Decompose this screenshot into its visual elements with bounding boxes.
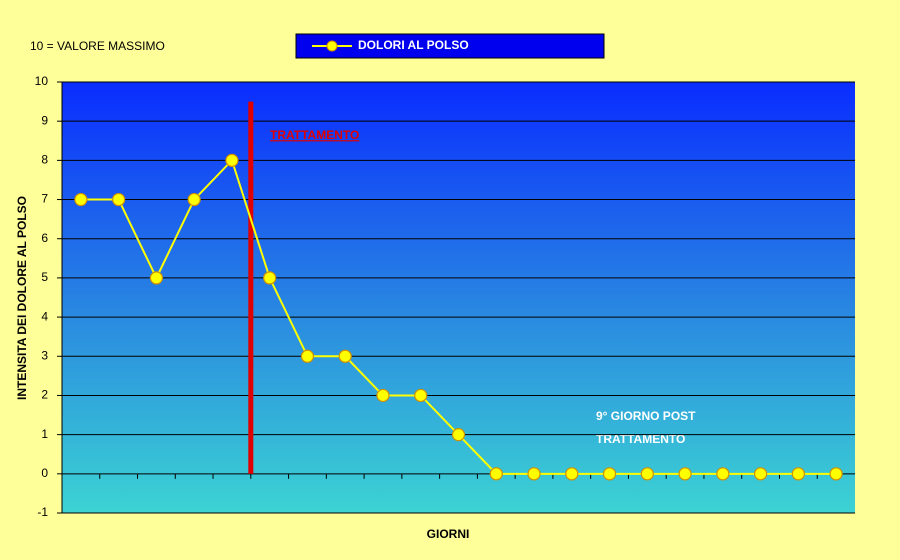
y-tick-label: 10 xyxy=(35,74,49,88)
point xyxy=(829,467,843,481)
point xyxy=(149,271,164,285)
post-note: 9° GIORNO POST xyxy=(596,409,696,423)
point xyxy=(565,467,579,481)
legend-label: DOLORI AL POLSO xyxy=(358,38,469,52)
point xyxy=(678,467,692,481)
point xyxy=(414,388,428,403)
point xyxy=(489,467,503,481)
y-tick-label: 7 xyxy=(41,192,48,206)
point xyxy=(225,153,239,167)
y-tick-label: 2 xyxy=(41,388,48,402)
point xyxy=(527,467,541,481)
y-tick-label: 5 xyxy=(41,270,48,284)
point xyxy=(338,349,352,363)
treatment-label: TRATTAMENTO xyxy=(270,128,359,142)
y-tick-label: 6 xyxy=(41,231,48,245)
point xyxy=(791,467,805,481)
y-tick-label: 8 xyxy=(41,153,48,167)
legend-marker xyxy=(326,40,338,52)
point xyxy=(112,192,126,207)
y-tick-label: -1 xyxy=(37,505,48,519)
y-tick-label: 4 xyxy=(41,309,48,323)
x-axis-label: GIORNI xyxy=(427,527,470,541)
y-tick-label: 3 xyxy=(41,348,48,362)
y-tick-label: 0 xyxy=(41,466,48,480)
point xyxy=(263,271,277,285)
y-tick-label: 1 xyxy=(41,427,48,441)
point xyxy=(640,467,654,481)
y-axis-label: INTENSITA DEI DOLORE AL POLSO xyxy=(15,196,29,400)
point xyxy=(74,192,88,207)
point xyxy=(602,467,617,481)
plot-area xyxy=(62,82,855,513)
y-tick-label: 9 xyxy=(41,113,48,127)
note: 10 = VALORE MASSIMO xyxy=(30,39,165,53)
post-note: TRATTAMENTO xyxy=(596,432,685,446)
point xyxy=(376,388,390,403)
point xyxy=(451,428,466,442)
point xyxy=(716,467,730,481)
point xyxy=(300,349,315,363)
point xyxy=(187,192,201,207)
point xyxy=(753,467,768,481)
